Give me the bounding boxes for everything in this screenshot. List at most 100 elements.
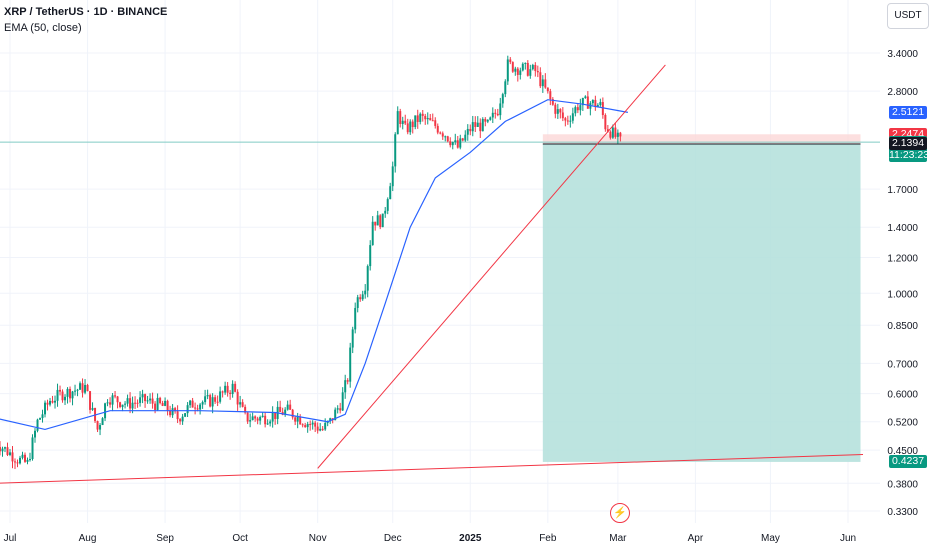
candle-body [11,452,14,462]
time-axis[interactable]: Jul Aug Sep Oct Nov Dec 2025 Feb Mar Apr May Jun [4,533,856,544]
currency-button[interactable]: USDT [887,3,929,29]
support-trendline [0,454,864,484]
candle-body [374,221,377,226]
indicator-label[interactable]: EMA (50, close) [4,22,82,34]
candle-body [549,91,552,100]
candle [269,419,272,427]
candle [471,115,474,137]
candle-body [544,79,547,88]
price-tick-label: 1.7000 [887,185,918,196]
candle-body [164,400,167,406]
candle-body [566,120,569,122]
candle-body [169,410,172,416]
candle-body [9,452,11,455]
candle-body [364,290,367,295]
candle-body [14,461,17,463]
price-tick-label: 0.4500 [887,446,918,457]
candle-body [404,120,407,124]
candle-body [214,397,217,402]
candle-body [149,398,152,401]
candle-body [69,388,72,399]
candle-body [316,426,319,431]
candle-body [419,113,422,122]
candle-body [134,402,137,404]
candle [201,400,204,409]
badge-countdown-text: 11:23:23 [889,148,930,161]
candle [6,442,9,457]
time-tick-label: Feb [539,533,557,544]
candle [124,401,127,409]
time-tick-label: 2025 [459,533,482,544]
candle [114,391,117,399]
candle-body [64,396,67,401]
lightning-icon[interactable]: ⚡ [610,503,630,523]
candle [464,130,467,142]
candle-body [6,447,9,455]
candle-body [426,118,429,120]
price-axis[interactable]: 3.4000 2.8000 1.7000 1.4000 1.2000 1.0000 0.85… [887,49,918,518]
candle [244,404,247,415]
ema-50-line [0,99,629,431]
candle [306,421,309,433]
candle-body [221,391,224,393]
candle-body [204,396,207,403]
candle [456,135,459,149]
candle [134,396,137,409]
candle-body [259,417,262,421]
candle-body [611,127,614,138]
candle [519,67,522,80]
candle [206,389,209,400]
candle [399,108,402,128]
candle [486,119,489,124]
candle [36,418,39,433]
candle-body [54,400,57,403]
candle-body [509,59,512,63]
candle-body [34,430,37,438]
candle-body [24,454,27,462]
candle [476,116,479,127]
candle [109,397,112,408]
candle [61,389,64,403]
candle [516,67,519,82]
candle [511,61,514,73]
badge-price-text: 2.5121 [891,105,925,118]
candle-body [119,402,122,407]
candle-body [146,400,149,402]
candle [424,113,427,125]
candle-body [71,391,74,399]
candle-body [251,416,254,421]
candle-body [184,413,187,417]
candle-body [74,390,77,392]
candle-body [346,380,349,382]
candle [189,399,192,408]
candle-body [159,397,162,404]
candle [389,182,392,200]
candle [531,63,534,71]
candle [536,65,539,78]
time-tick-label: Mar [609,533,627,544]
candle [194,402,197,415]
candle-body [0,447,1,452]
candle [261,412,264,418]
candle [44,400,47,418]
candle [521,62,524,72]
price-tick-label: 0.7000 [887,359,918,370]
candle [524,62,527,70]
candle-body [344,380,347,393]
candle-body [389,186,392,200]
candle [534,62,537,77]
candle [86,383,89,392]
candle [431,113,434,122]
candle [584,95,587,99]
candle-body [521,63,524,71]
candle [164,397,167,407]
candle-body [226,385,229,393]
candle [214,394,217,404]
candle [24,452,27,463]
candle [186,402,189,418]
candle [216,395,219,407]
candle [71,390,74,406]
candle-body [21,454,24,458]
candle-body [479,122,482,132]
